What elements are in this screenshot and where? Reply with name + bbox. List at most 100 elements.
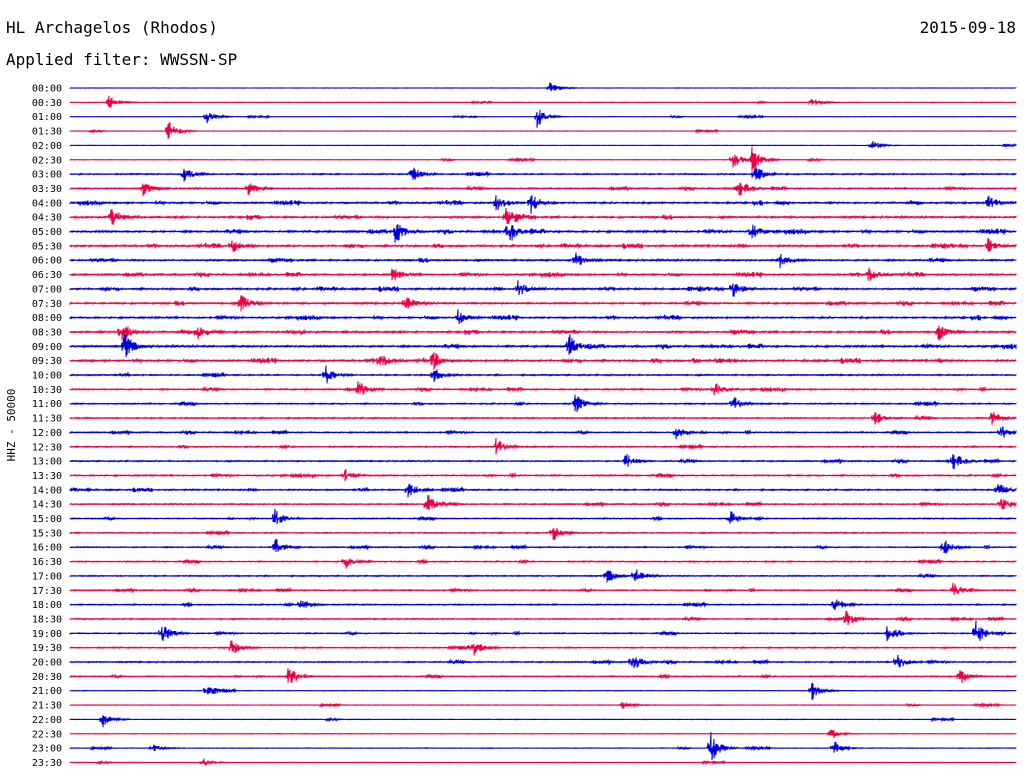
channel-label: HHZ - 50000	[5, 389, 18, 462]
trace-row-0630	[69, 267, 1017, 281]
row-label: 11:30	[32, 414, 62, 425]
row-label: 06:30	[32, 270, 62, 281]
filter-label: Applied filter:	[6, 50, 151, 69]
trace-row-1200	[69, 426, 1017, 440]
row-label: 23:00	[32, 744, 62, 755]
trace-row-1500	[69, 508, 1017, 525]
trace-row-0700	[69, 280, 1017, 297]
trace-row-1330	[69, 469, 1017, 482]
trace-row-1400	[69, 483, 1017, 498]
trace-row-1600	[69, 538, 1017, 554]
row-label: 16:30	[32, 557, 62, 568]
trace-row-0430	[69, 207, 1017, 226]
row-label: 15:30	[32, 528, 62, 539]
row-label: 08:00	[32, 313, 62, 324]
trace-row-1030	[69, 381, 1017, 396]
row-label: 18:30	[32, 614, 62, 625]
row-label: 04:30	[32, 213, 62, 224]
trace-row-2330	[69, 758, 1017, 766]
trace-row-2030	[69, 668, 1017, 683]
trace-row-1000	[69, 365, 1017, 384]
trace-row-0730	[69, 295, 1017, 312]
trace-row-1730	[69, 582, 1017, 596]
trace-row-2200	[69, 715, 1017, 728]
row-label: 15:00	[32, 514, 62, 525]
row-label: 06:00	[32, 256, 62, 267]
row-label: 13:30	[32, 471, 62, 482]
station-title: HL Archagelos (Rhodos)	[6, 18, 218, 37]
row-label: 02:00	[32, 141, 62, 152]
trace-row-1930	[69, 640, 1017, 656]
row-label: 07:30	[32, 299, 62, 310]
row-label: 03:30	[32, 184, 62, 195]
trace-rows	[69, 82, 1017, 766]
trace-row-2300	[69, 732, 1017, 761]
date-label: 2015-09-18	[919, 18, 1016, 37]
row-label: 09:00	[32, 342, 62, 353]
row-label: 19:00	[32, 629, 62, 640]
row-label: 13:00	[32, 457, 62, 468]
trace-row-0830	[69, 325, 1017, 341]
row-label: 08:30	[32, 327, 62, 338]
row-label: 10:30	[32, 385, 62, 396]
trace-row-1230	[69, 437, 1017, 455]
trace-row-0500	[69, 224, 1017, 243]
trace-row-0130	[69, 122, 1017, 139]
filter-name: WWSSN-SP	[160, 50, 238, 69]
row-label: 04:00	[32, 198, 62, 209]
row-label: 11:00	[32, 399, 62, 410]
trace-row-1830	[69, 610, 1017, 626]
row-label: 00:30	[32, 98, 62, 109]
trace-row-1530	[69, 527, 1017, 541]
trace-row-0530	[69, 237, 1017, 252]
row-label: 20:00	[32, 658, 62, 669]
trace-row-2230	[69, 729, 1017, 739]
row-label: 05:30	[32, 241, 62, 252]
trace-row-2100	[69, 682, 1017, 700]
trace-row-0800	[69, 309, 1017, 325]
trace-row-1100	[69, 394, 1017, 413]
trace-row-0000	[69, 82, 1017, 92]
trace-row-0030	[69, 95, 1017, 108]
trace-row-1630	[69, 558, 1017, 569]
trace-row-0100	[69, 109, 1017, 128]
trace-row-2000	[69, 654, 1017, 669]
trace-row-0400	[69, 195, 1017, 215]
trace-row-0930	[69, 352, 1017, 370]
row-label: 14:00	[32, 485, 62, 496]
trace-row-0330	[69, 182, 1017, 197]
row-label: 03:00	[32, 170, 62, 181]
trace-row-0600	[69, 252, 1017, 269]
filter-line: Applied filter: WWSSN-SP	[6, 50, 237, 69]
row-label: 12:00	[32, 428, 62, 439]
trace-row-0900	[69, 334, 1017, 358]
row-label: 12:30	[32, 442, 62, 453]
row-label: 17:00	[32, 571, 62, 582]
row-label: 09:30	[32, 356, 62, 367]
trace-row-0300	[69, 166, 1017, 182]
row-label: 21:00	[32, 686, 62, 697]
trace-row-1300	[69, 454, 1017, 470]
trace-row-0200	[69, 141, 1017, 149]
row-label: 23:30	[32, 758, 62, 769]
row-label: 10:00	[32, 371, 62, 382]
row-label: 21:30	[32, 701, 62, 712]
row-label: 14:30	[32, 500, 62, 511]
row-label: 17:30	[32, 586, 62, 597]
row-label: 18:00	[32, 600, 62, 611]
row-label: 05:00	[32, 227, 62, 238]
trace-row-1800	[69, 599, 1017, 611]
row-label: 20:30	[32, 672, 62, 683]
row-label: 01:30	[32, 127, 62, 138]
row-label: 22:00	[32, 715, 62, 726]
trace-row-1430	[69, 495, 1017, 511]
trace-row-1130	[69, 412, 1017, 425]
trace-row-1700	[69, 569, 1017, 583]
row-labels: 00:00 00:30 01:00 01:30 02:00 02:30 03:00 03:30…	[32, 84, 62, 769]
row-label: 00:00	[32, 84, 62, 95]
row-label: 02:30	[32, 155, 62, 166]
trace-row-0230	[69, 146, 1017, 172]
row-label: 22:30	[32, 729, 62, 740]
row-label: 01:00	[32, 112, 62, 123]
